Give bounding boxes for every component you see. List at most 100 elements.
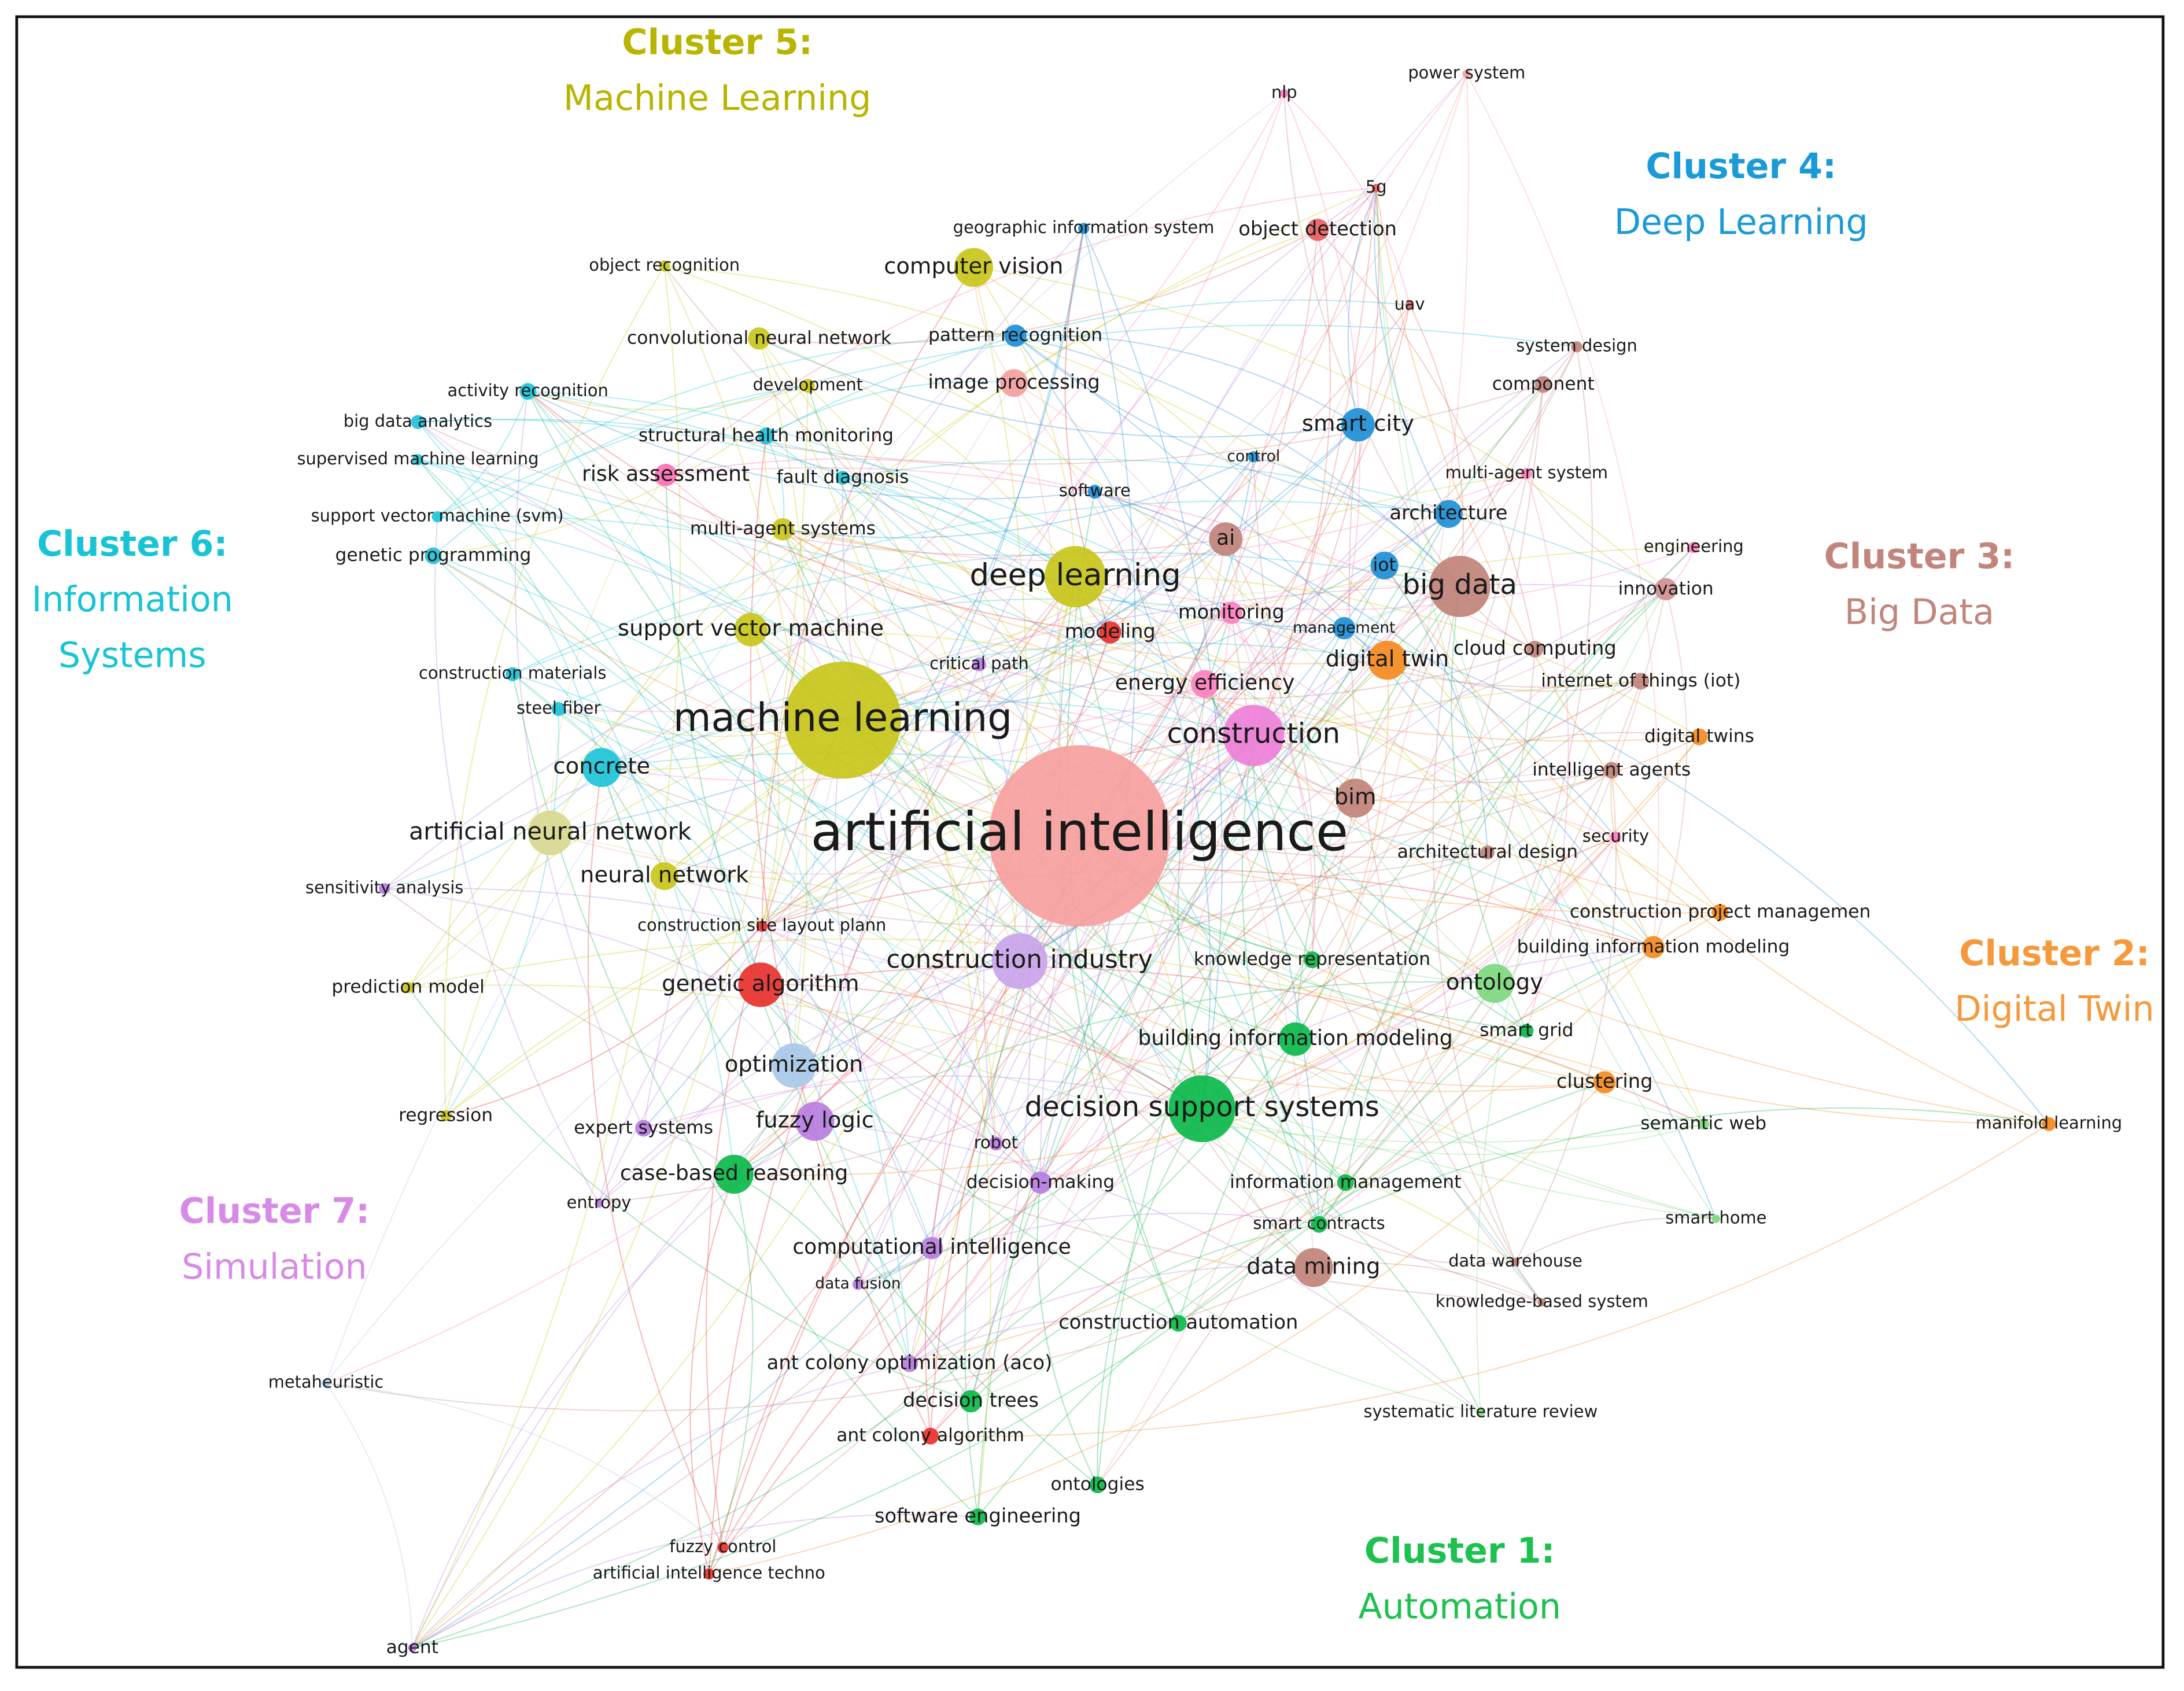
edge bbox=[995, 384, 1544, 1144]
edge bbox=[664, 612, 1231, 877]
edge bbox=[909, 1265, 1314, 1364]
edge bbox=[842, 478, 1041, 1183]
edge bbox=[417, 422, 1254, 736]
cluster-title: Cluster 7: bbox=[179, 1191, 370, 1231]
node bbox=[1519, 1024, 1534, 1038]
node bbox=[991, 933, 1047, 990]
node-label: structural health monitoring bbox=[639, 425, 894, 446]
node-label: entropy bbox=[567, 1192, 632, 1212]
edge bbox=[814, 576, 1076, 1122]
node-label: smart contracts bbox=[1253, 1213, 1385, 1233]
edge bbox=[1241, 735, 1320, 1225]
node-label: optimization bbox=[725, 1051, 864, 1077]
edge bbox=[1040, 736, 1700, 1183]
node-label: image processing bbox=[928, 371, 1100, 393]
edge bbox=[1526, 473, 1666, 590]
edge bbox=[1040, 836, 1617, 1183]
node bbox=[835, 471, 850, 485]
node bbox=[1278, 1022, 1312, 1056]
node-label: ontologies bbox=[1050, 1474, 1144, 1495]
edge bbox=[722, 565, 1385, 1548]
node bbox=[734, 612, 768, 647]
node bbox=[519, 383, 537, 400]
node bbox=[1698, 1118, 1709, 1130]
node bbox=[1220, 601, 1243, 625]
node-label: deep learning bbox=[969, 557, 1180, 593]
node bbox=[1691, 728, 1708, 745]
edge bbox=[760, 966, 1704, 1125]
edge bbox=[1252, 735, 1313, 961]
edge bbox=[663, 265, 807, 1066]
node bbox=[1099, 621, 1121, 644]
edge bbox=[708, 576, 1076, 1574]
node bbox=[411, 415, 425, 429]
node bbox=[402, 982, 414, 994]
node bbox=[795, 1102, 835, 1141]
cluster-name: Information bbox=[32, 579, 233, 620]
edge bbox=[929, 612, 1232, 1437]
node-label: construction bbox=[1167, 718, 1340, 750]
node-label: construction materials bbox=[419, 663, 606, 683]
edge bbox=[664, 472, 1527, 877]
node-label: bim bbox=[1334, 784, 1377, 810]
edge bbox=[412, 576, 1076, 1649]
node bbox=[1688, 541, 1699, 553]
labels: artificial intelligence machine learning d… bbox=[268, 63, 2122, 1658]
edge bbox=[1019, 681, 1641, 962]
node bbox=[1534, 376, 1552, 393]
node bbox=[1537, 1298, 1547, 1307]
edge bbox=[814, 346, 1577, 1122]
edge bbox=[733, 981, 1495, 1175]
edge bbox=[1015, 335, 1460, 587]
edge bbox=[325, 93, 1285, 1384]
edge bbox=[782, 529, 2049, 1125]
edge bbox=[1318, 649, 1536, 1225]
edge bbox=[834, 720, 932, 1249]
edge bbox=[750, 629, 1721, 913]
node-label: support vector machine bbox=[618, 615, 884, 641]
edge bbox=[733, 73, 1467, 1175]
edge bbox=[977, 735, 1255, 1517]
node-label: construction automation bbox=[1058, 1311, 1298, 1334]
edge bbox=[970, 664, 1031, 1402]
cluster-title: Cluster 2: bbox=[1959, 933, 2150, 974]
node-label: software bbox=[1059, 481, 1131, 500]
edge bbox=[1075, 577, 1346, 1183]
edge bbox=[664, 265, 1460, 587]
edge bbox=[1231, 612, 1345, 632]
node-label: innovation bbox=[1618, 578, 1714, 599]
edge bbox=[1201, 1108, 1481, 1413]
cluster-title: Cluster 4: bbox=[1646, 146, 1836, 187]
edge bbox=[412, 386, 809, 1648]
node-label: decision-making bbox=[966, 1172, 1115, 1192]
node bbox=[650, 862, 678, 891]
node bbox=[920, 1236, 943, 1260]
node-label: supervised machine learning bbox=[297, 449, 538, 468]
node bbox=[1170, 1315, 1187, 1332]
node bbox=[551, 701, 566, 717]
node-label: steel fiber bbox=[517, 698, 600, 718]
node bbox=[1367, 640, 1407, 680]
edge bbox=[601, 767, 1098, 1486]
edge bbox=[527, 391, 1202, 1110]
edge bbox=[1225, 538, 1316, 960]
edge bbox=[1253, 188, 1379, 736]
node bbox=[772, 518, 794, 541]
node bbox=[379, 883, 390, 895]
node-label: ontology bbox=[1446, 969, 1543, 995]
edge bbox=[598, 925, 762, 1204]
edge bbox=[445, 926, 762, 1117]
edge bbox=[807, 385, 1203, 1109]
node bbox=[1304, 951, 1320, 968]
node-label: risk assessment bbox=[582, 461, 750, 486]
edge bbox=[760, 984, 1041, 1183]
edge bbox=[1253, 456, 1543, 1303]
edge bbox=[909, 947, 1654, 1364]
node-label: computer vision bbox=[884, 253, 1063, 279]
node bbox=[1341, 408, 1375, 442]
edge bbox=[979, 187, 1377, 665]
node bbox=[1078, 223, 1090, 234]
edge bbox=[1079, 230, 1319, 836]
edge bbox=[1318, 547, 1694, 1225]
edge bbox=[1036, 1182, 1098, 1485]
